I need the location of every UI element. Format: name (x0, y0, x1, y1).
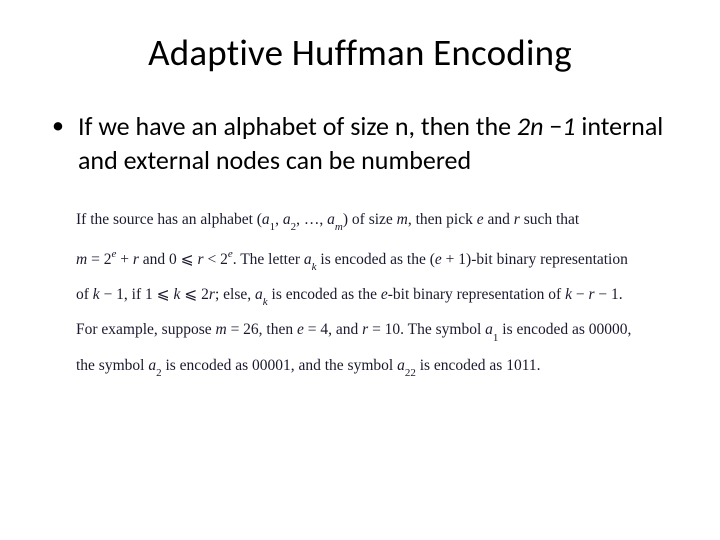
t: + (116, 251, 133, 268)
slide-title: Adaptive Huffman Encoding (50, 30, 670, 75)
t: = 26, then (227, 321, 297, 338)
t: such that (520, 211, 579, 228)
t: and (484, 211, 514, 228)
lt-icon: < (207, 251, 216, 268)
t: 2 (220, 251, 228, 268)
sub-22: 22 (405, 367, 416, 379)
t: the symbol (76, 357, 148, 374)
var-ak: a (255, 286, 263, 303)
bullet-italic-1: 1 (562, 110, 575, 142)
bullet-mid: − (543, 110, 562, 142)
t: -bit binary representation of (388, 286, 565, 303)
var-e: e (381, 286, 388, 303)
math-line-5: the symbol a2 is encoded as 00001, and t… (76, 351, 664, 386)
sup-e: e (111, 248, 116, 260)
t: ; else, (215, 286, 255, 303)
bullet-italic-2n: 2n (517, 110, 544, 142)
t: = 4, and (304, 321, 362, 338)
t: is encoded as the ( (317, 251, 435, 268)
t: + 1)-bit binary representation (442, 251, 628, 268)
sub-2: 2 (156, 367, 162, 379)
t: is encoded as 00001, and the symbol (162, 357, 397, 374)
var-m: m (397, 211, 408, 228)
var-r: r (198, 251, 204, 268)
var-m: m (215, 321, 226, 338)
math-paragraph: If the source has an alphabet (a1, a2, …… (50, 201, 670, 386)
math-line-1: If the source has an alphabet (a1, a2, …… (76, 205, 664, 240)
t: − 1, if 1 (100, 286, 157, 303)
sub-2: 2 (291, 221, 297, 233)
leq-icon: ⩽ (184, 286, 197, 303)
leq-icon: ⩽ (157, 286, 170, 303)
bullet-item: • If we have an alphabet of size n, then… (50, 109, 670, 177)
math-line-2: m = 2e + r and 0 ⩽ r < 2e. The letter ak… (76, 240, 664, 280)
math-line-4: For example, suppose m = 26, then e = 4,… (76, 315, 664, 350)
sub-1: 1 (270, 221, 276, 233)
slide: Adaptive Huffman Encoding • If we have a… (0, 0, 720, 540)
sub-1: 1 (493, 332, 499, 344)
t: and 0 (139, 251, 181, 268)
t: is encoded as 00000, (498, 321, 631, 338)
bullet-marker: • (52, 109, 64, 143)
sub-m: m (335, 221, 343, 233)
t: = 10. The symbol (368, 321, 485, 338)
t: If the source has an alphabet ( (76, 211, 262, 228)
var-am: a (327, 211, 335, 228)
sup-e: e (228, 248, 233, 260)
var-e: e (435, 251, 442, 268)
var-a22: a (397, 357, 405, 374)
var-a1: a (262, 211, 270, 228)
var-k: k (93, 286, 100, 303)
var-k: k (565, 286, 572, 303)
t: 2 (197, 286, 209, 303)
var-ak: a (304, 251, 312, 268)
t: . The letter (233, 251, 304, 268)
var-a2: a (283, 211, 291, 228)
t: ) of size (343, 211, 397, 228)
leq-icon: ⩽ (181, 251, 194, 268)
t: , (275, 211, 283, 228)
t: is encoded as the (268, 286, 381, 303)
t: = (87, 251, 104, 268)
bullet-text: If we have an alphabet of size n, then t… (78, 109, 670, 177)
var-m: m (76, 251, 87, 268)
var-e: e (297, 321, 304, 338)
var-a2: a (148, 357, 156, 374)
t: , then pick (408, 211, 477, 228)
t: , …, (296, 211, 327, 228)
t: is encoded as 1011. (416, 357, 541, 374)
t: of (76, 286, 93, 303)
var-e: e (477, 211, 484, 228)
t: For example, suppose (76, 321, 215, 338)
var-a1: a (485, 321, 493, 338)
sub-k: k (312, 261, 317, 273)
t: − 1. (595, 286, 623, 303)
bullet-prefix: If we have an alphabet of size n, then t… (78, 110, 517, 142)
sub-k: k (263, 296, 268, 308)
math-line-3: of k − 1, if 1 ⩽ k ⩽ 2r; else, ak is enc… (76, 280, 664, 315)
